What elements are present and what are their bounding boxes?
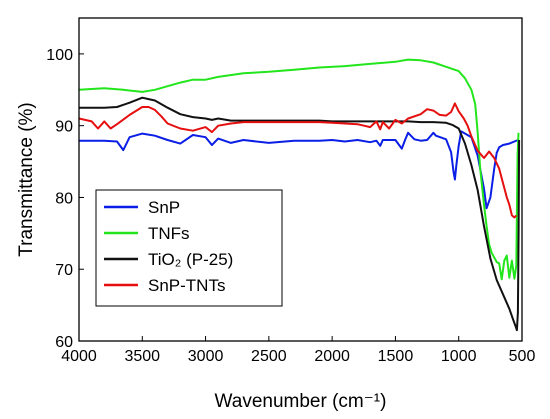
x-tick-label: 1000 [441,348,477,365]
plot-frame [78,17,523,342]
x-tick-label: 1500 [378,348,414,365]
legend-items: SnP TNFs TiO₂ (P-25) SnP-TNTs [104,198,233,295]
tick-layer [78,53,523,342]
x-tick-label: 2500 [251,348,287,365]
y-tick-label: 80 [55,190,73,207]
legend-label-snp-tnts: SnP-TNTs [148,276,225,295]
y-axis-title: Transmittance (%) [16,102,37,257]
tick-label-layer: 4000 3500 3000 2500 2000 1500 1000 500 60 70 80 90 1… [46,47,535,365]
y-tick-label: 60 [55,334,73,351]
y-tick-label: 70 [55,262,73,279]
series-line-tnfs [78,58,520,281]
series-layer [78,58,521,332]
x-tick-label: 2000 [314,348,350,365]
legend-label-snp: SnP [148,198,180,217]
series-line-snp [79,130,519,210]
series-line-snp-tnts [78,102,518,219]
series-line-tio-p-25 [79,96,521,332]
y-tick-label: 100 [46,47,73,64]
x-tick-label: 3500 [124,348,160,365]
legend-box [95,189,283,307]
legend-label-tio-p-25: TiO₂ (P-25) [148,250,233,269]
x-tick-label: 3000 [188,348,224,365]
x-tick-label: 500 [509,348,536,365]
x-axis-title: Wavenumber (cm⁻¹) [215,391,387,412]
legend: SnP TNFs TiO₂ (P-25) SnP-TNTs [95,189,283,307]
legend-label-tnfs: TNFs [148,224,190,243]
x-tick-label: 4000 [61,348,97,365]
y-tick-label: 90 [55,119,73,136]
